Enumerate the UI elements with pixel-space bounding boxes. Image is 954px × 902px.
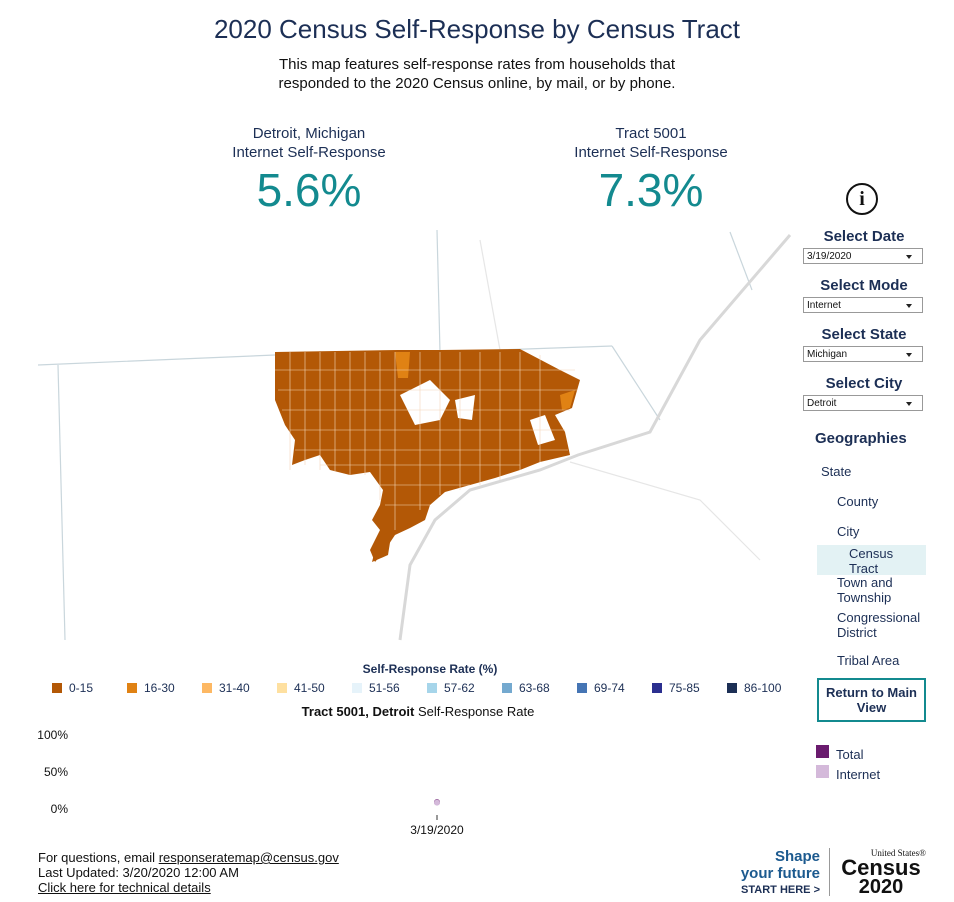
chart-title-rest: Self-Response Rate — [418, 704, 535, 719]
return-button[interactable]: Return to Main View — [817, 678, 926, 722]
logo-year: 2020 — [858, 876, 904, 898]
series-legend-swatch — [816, 765, 829, 778]
legend-swatch — [502, 683, 512, 693]
series-legend-label: Internet — [836, 767, 880, 782]
legend-label: 41-50 — [294, 681, 325, 695]
control: Select Date 3/19/2020 — [800, 228, 928, 264]
stat-place: Detroit, Michigan — [252, 125, 366, 142]
legend-swatch — [727, 683, 737, 693]
dropdown[interactable]: 3/19/2020 — [803, 248, 923, 264]
geography-item[interactable]: Town and Township — [837, 575, 893, 605]
geography-item[interactable]: County — [837, 494, 879, 509]
logo-brand: Census — [841, 855, 921, 880]
dropdown[interactable]: Internet — [803, 297, 923, 313]
y-tick-label: 50% — [44, 765, 68, 779]
legend-swatch — [427, 683, 437, 693]
y-tick-label: 100% — [37, 728, 68, 742]
details-link[interactable]: Click here for technical details — [38, 880, 211, 895]
tagline-line: your future — [740, 865, 820, 882]
stat-measure: Internet Self-Response — [232, 144, 386, 161]
subtitle-line: responded to the 2020 Census online, by … — [278, 75, 676, 92]
legend-label: 75-85 — [669, 681, 700, 695]
subtitle-line: This map features self-response rates fr… — [278, 56, 676, 73]
title: 2020 Census Self-Response by Census Trac… — [213, 14, 741, 44]
control-label: Select State — [821, 326, 907, 343]
legend-swatch — [202, 683, 212, 693]
geography-item[interactable]: Tribal Area — [837, 653, 900, 668]
geography-item[interactable]: City — [837, 524, 860, 539]
legend-swatch — [652, 683, 662, 693]
stat-place: Tract 5001 — [615, 125, 687, 142]
logo-divider — [829, 848, 830, 896]
geography-item[interactable]: Congressional District — [837, 610, 921, 640]
tagline: Shape your future START HERE > — [720, 848, 820, 898]
contact-prefix: For questions, email — [38, 850, 156, 865]
return-label: Return to Main View — [826, 685, 917, 715]
control-label: Select Mode — [820, 277, 908, 294]
legend-label: 16-30 — [144, 681, 175, 695]
legend-swatch — [577, 683, 587, 693]
updated: Last Updated: 3/20/2020 12:00 AM — [38, 865, 239, 880]
stat-measure: Internet Self-Response — [574, 144, 728, 161]
map — [37, 229, 792, 641]
control: Select Mode Internet — [800, 277, 928, 313]
stat-value: 7.3% — [598, 164, 704, 216]
legend-label: 51-56 — [369, 681, 400, 695]
series-legend-label: Total — [836, 747, 864, 762]
series-legend-swatch — [816, 745, 829, 758]
geography-item[interactable]: State — [821, 464, 852, 479]
contact: For questions, email responseratemap@cen… — [38, 850, 339, 865]
control-label: Select City — [825, 375, 903, 392]
legend-label: 86-100 — [744, 681, 782, 695]
chart-title: Tract 5001, Detroit Self-Response Rate — [0, 704, 836, 719]
stat-value: 5.6% — [256, 164, 362, 216]
legend-swatch — [52, 683, 62, 693]
info-button[interactable]: i — [846, 183, 878, 215]
email-link[interactable]: responseratemap@census.gov — [158, 850, 339, 865]
legend-label: 57-62 — [444, 681, 475, 695]
legend-title: Self-Response Rate (%) — [362, 662, 498, 676]
chart-title-bold: Tract 5001, Detroit — [301, 704, 415, 719]
stat-city: Detroit, Michigan Internet Self-Response… — [159, 124, 459, 218]
data-point — [434, 799, 440, 806]
geography-item[interactable]: Census Tract — [849, 546, 894, 576]
legend-swatch — [127, 683, 137, 693]
census-logo: United States® Census 2020 — [836, 848, 926, 898]
legend-label: 63-68 — [519, 681, 550, 695]
legend-swatch — [352, 683, 362, 693]
logo-small: United States® — [870, 848, 926, 858]
footer: For questions, email responseratemap@cen… — [38, 850, 339, 895]
tagline-line: Shape — [774, 848, 820, 865]
control-label: Select Date — [823, 228, 905, 245]
x-tick-label: 3/19/2020 — [410, 823, 464, 837]
dropdown[interactable]: Michigan — [803, 346, 923, 362]
tagline-cta: START HERE > — [741, 884, 820, 896]
geographies-title: Geographies — [815, 430, 907, 447]
legend-swatch — [277, 683, 287, 693]
legend-label: 69-74 — [594, 681, 625, 695]
stat-tract: Tract 5001 Internet Self-Response 7.3% — [501, 124, 801, 218]
legend-label: 31-40 — [219, 681, 250, 695]
control: Select City Detroit — [800, 375, 928, 411]
subtitle: This map features self-response rates fr… — [0, 55, 954, 93]
geography-highlight — [817, 545, 926, 575]
control: Select State Michigan — [800, 326, 928, 362]
legend-label: 0-15 — [69, 681, 93, 695]
y-tick-label: 0% — [51, 802, 69, 816]
dropdown[interactable]: Detroit — [803, 395, 923, 411]
